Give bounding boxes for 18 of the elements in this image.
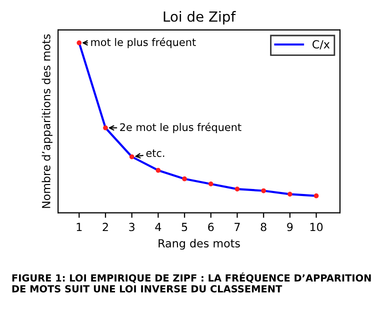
annotation: 2e mot le plus fréquent	[120, 122, 242, 134]
x-tick-label: 10	[310, 222, 323, 232]
y-axis-title: Nombre d’apparitions des mots	[42, 34, 53, 208]
x-tick-label: 5	[182, 222, 188, 232]
x-tick-label: 8	[260, 222, 266, 232]
legend-label: C/x	[312, 40, 330, 50]
x-tick-label: 2	[102, 222, 108, 232]
caption: FIGURE 1: LOI EMPIRIQUE DE ZIPF : LA FRÉQUENCE D’APPARITION DE MOTS SUIT UNE LOI INVERSE DU CLASSEMENT	[12, 272, 371, 292]
x-tick-label: 9	[287, 222, 293, 232]
chart-title: Loi de Zipf	[164, 11, 236, 24]
x-axis-title: Rang des mots	[158, 238, 240, 250]
annotation: etc.	[146, 150, 164, 158]
x-tick-label: 1	[76, 222, 82, 232]
x-tick-label: 7	[234, 222, 240, 232]
x-tick-label: 4	[155, 222, 162, 232]
x-tick-label: 3	[129, 222, 134, 232]
x-tick-label: 6	[208, 222, 214, 232]
annotation: mot le plus fréquent	[91, 38, 196, 48]
